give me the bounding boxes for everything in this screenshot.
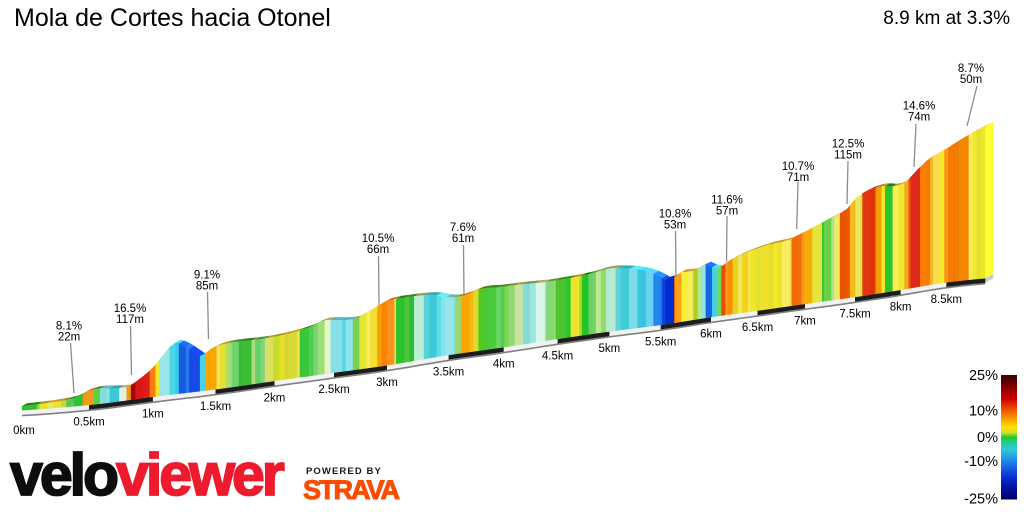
svg-text:53m: 53m <box>664 220 686 232</box>
svg-text:7.6%: 7.6% <box>450 222 476 234</box>
svg-text:6km: 6km <box>700 329 722 341</box>
svg-text:10%: 10% <box>969 404 998 420</box>
svg-text:9.1%: 9.1% <box>194 270 220 282</box>
svg-text:14.6%: 14.6% <box>903 101 936 113</box>
svg-text:3.5km: 3.5km <box>433 367 464 379</box>
svg-text:10.5%: 10.5% <box>362 233 395 245</box>
svg-text:3km: 3km <box>376 377 398 389</box>
svg-text:57m: 57m <box>716 205 738 217</box>
svg-text:2km: 2km <box>264 392 286 404</box>
svg-text:1km: 1km <box>142 408 164 420</box>
svg-text:0%: 0% <box>977 430 998 446</box>
svg-text:8.5km: 8.5km <box>931 294 962 306</box>
svg-text:5km: 5km <box>599 343 621 355</box>
svg-text:4km: 4km <box>493 359 515 371</box>
svg-text:5.5km: 5.5km <box>645 336 676 348</box>
svg-text:1.5km: 1.5km <box>200 401 231 413</box>
svg-text:8.1%: 8.1% <box>56 321 82 333</box>
svg-text:-10%: -10% <box>964 454 998 470</box>
svg-text:16.5%: 16.5% <box>114 303 147 315</box>
svg-text:7km: 7km <box>794 315 816 327</box>
svg-text:117m: 117m <box>116 314 144 326</box>
svg-text:0km: 0km <box>13 425 35 437</box>
svg-text:61m: 61m <box>452 233 474 245</box>
svg-text:10.8%: 10.8% <box>659 209 692 221</box>
svg-text:2.5km: 2.5km <box>318 384 349 396</box>
svg-text:85m: 85m <box>196 281 218 293</box>
svg-text:8km: 8km <box>890 301 912 313</box>
svg-text:74m: 74m <box>908 112 930 124</box>
svg-text:0.5km: 0.5km <box>73 416 104 428</box>
svg-text:8.7%: 8.7% <box>958 63 984 75</box>
svg-text:7.5km: 7.5km <box>839 309 870 321</box>
svg-text:-25%: -25% <box>964 492 998 508</box>
svg-text:4.5km: 4.5km <box>542 350 573 362</box>
svg-text:12.5%: 12.5% <box>832 139 865 151</box>
svg-text:115m: 115m <box>834 150 862 162</box>
svg-text:25%: 25% <box>969 368 998 384</box>
svg-text:11.6%: 11.6% <box>711 194 743 206</box>
svg-text:66m: 66m <box>367 244 389 256</box>
svg-text:6.5km: 6.5km <box>742 322 773 334</box>
svg-text:10.7%: 10.7% <box>782 161 815 173</box>
svg-text:22m: 22m <box>58 332 80 344</box>
svg-text:71m: 71m <box>787 172 809 184</box>
svg-text:50m: 50m <box>960 74 982 86</box>
